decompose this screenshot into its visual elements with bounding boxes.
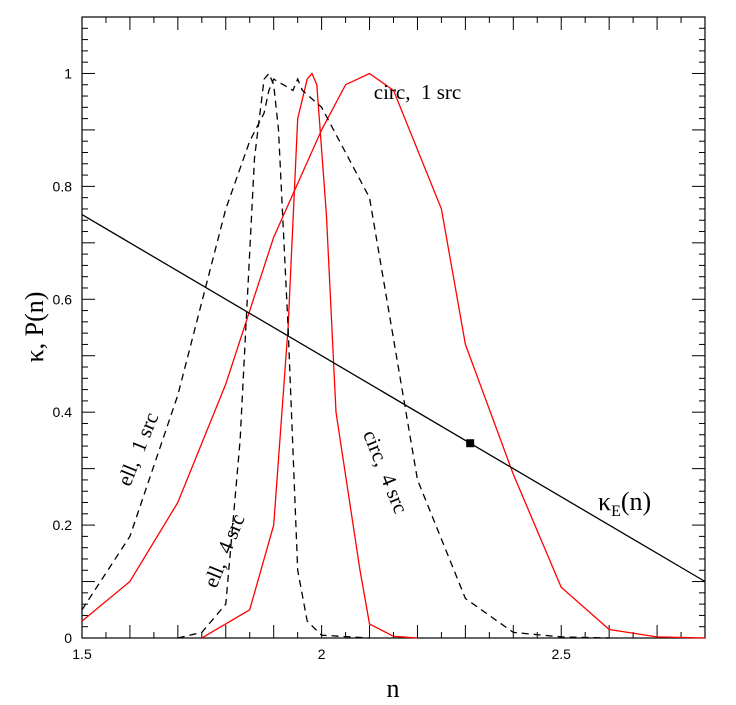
y-tick-label: 1 bbox=[64, 65, 72, 81]
x-axis-label: n bbox=[387, 674, 400, 703]
kappa-e-label: κE(n) bbox=[598, 487, 651, 520]
axis-ticks bbox=[81, 16, 706, 639]
annotation-3: circ, 4 src bbox=[358, 427, 413, 517]
series-line-0 bbox=[81, 72, 706, 639]
axis-tick-labels: 1.5 2 2.5 0 0.2 0.4 0.6 0.8 1 bbox=[53, 65, 572, 662]
series-line-3 bbox=[177, 72, 370, 639]
series-lines bbox=[81, 72, 706, 639]
kappa-e-label-tail: (n) bbox=[621, 487, 651, 516]
y-tick-label: 0.8 bbox=[53, 178, 73, 194]
y-tick-label: 0.4 bbox=[53, 404, 73, 420]
y-axis-label: κ, P(n) bbox=[20, 292, 49, 363]
x-tick-label: 2.5 bbox=[551, 646, 571, 662]
annotation-0: circ, 1 src bbox=[374, 80, 461, 104]
series-line-4 bbox=[81, 214, 706, 583]
y-tick-label: 0 bbox=[64, 630, 72, 646]
kappa-e-marker bbox=[466, 439, 475, 448]
kappa-e-label-sub: E bbox=[611, 503, 621, 520]
plot-frame bbox=[81, 16, 706, 639]
x-tick-label: 1.5 bbox=[72, 646, 92, 662]
series-line-2 bbox=[81, 77, 610, 639]
x-tick-label: 2 bbox=[318, 646, 326, 662]
series-line-1 bbox=[201, 72, 418, 639]
kappa-e-label-main: κ bbox=[598, 487, 611, 516]
y-tick-label: 0.2 bbox=[53, 517, 73, 533]
annotation-1: ell, 1 src bbox=[112, 409, 163, 489]
y-tick-label: 0.6 bbox=[53, 291, 73, 307]
annotation-2: ell, 4 src bbox=[199, 510, 250, 590]
